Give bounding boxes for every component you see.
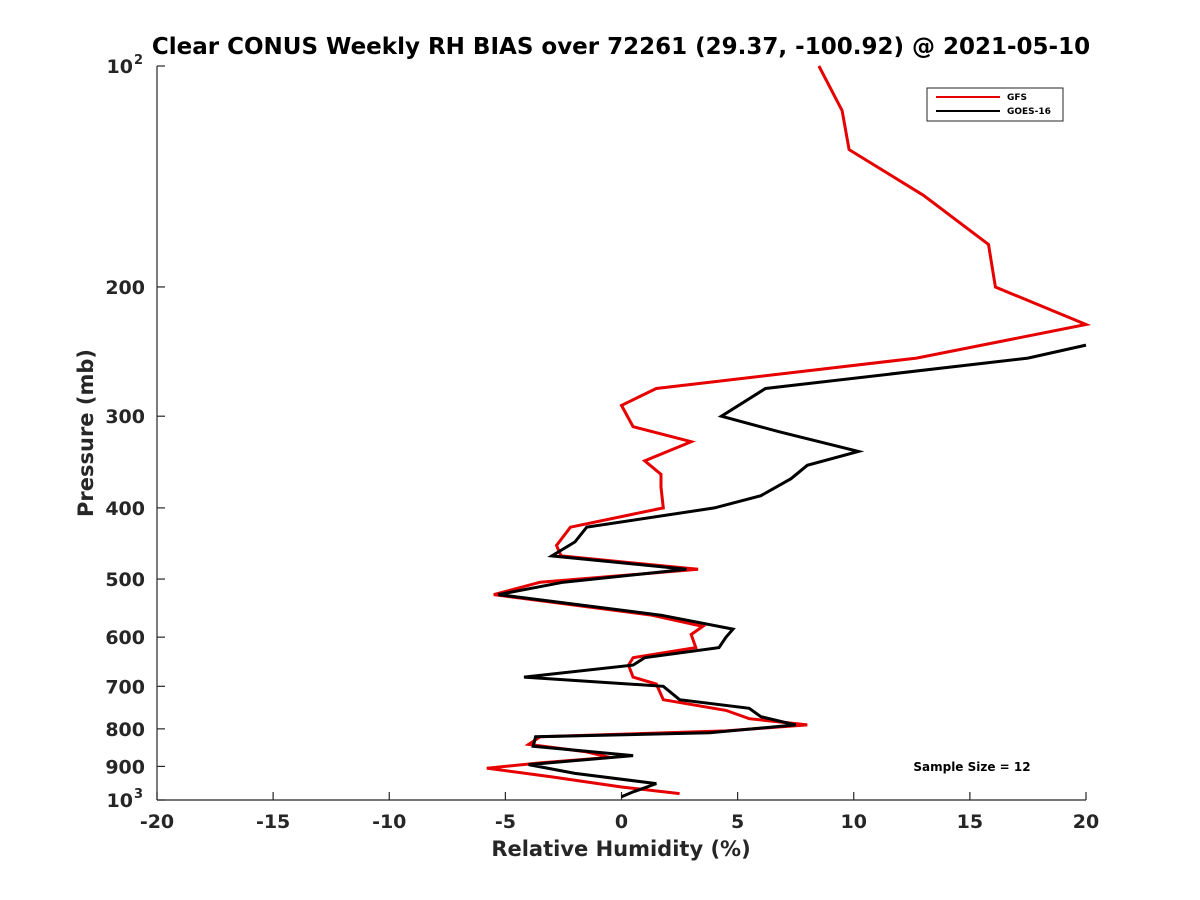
y-tick-label: 200 — [105, 277, 145, 299]
legend-label-goes16: GOES-16 — [1007, 107, 1051, 117]
y-tick-label: 10 — [107, 790, 133, 812]
y-axis-label: Pressure (mb) — [74, 349, 98, 517]
y-tick-label: 600 — [105, 627, 145, 649]
x-tick-label: -5 — [495, 811, 516, 833]
x-axis-ticks: -20 -15 -10 -5 0 5 10 15 20 — [140, 792, 1099, 833]
series-lines — [486, 65, 1092, 799]
y-tick-label: 300 — [105, 406, 145, 428]
legend: GFS GOES-16 — [926, 87, 1064, 122]
y-tick-label: 10 — [107, 56, 133, 78]
x-tick-label: -20 — [140, 811, 174, 833]
sample-size-annotation: Sample Size = 12 — [913, 760, 1030, 774]
x-tick-label: 10 — [841, 811, 867, 833]
x-axis-label: Relative Humidity (%) — [491, 837, 750, 861]
legend-label-gfs: GFS — [1007, 93, 1027, 103]
x-tick-label: 20 — [1073, 811, 1099, 833]
y-tick-exponent: 2 — [134, 53, 143, 68]
y-tick-label: 800 — [105, 719, 145, 741]
y-tick-exponent: 3 — [134, 787, 143, 802]
x-tick-label: 0 — [615, 811, 628, 833]
x-tick-label: 5 — [731, 811, 744, 833]
x-tick-label: -15 — [256, 811, 290, 833]
series-line-gfs — [486, 65, 1092, 796]
y-tick-label: 700 — [105, 676, 145, 698]
x-tick-label: -10 — [372, 811, 406, 833]
chart-title: Clear CONUS Weekly RH BIAS over 72261 (2… — [152, 34, 1090, 60]
x-tick-label: 15 — [957, 811, 983, 833]
legend-box — [926, 87, 1064, 122]
y-tick-label: 500 — [105, 569, 145, 591]
plot-area — [156, 66, 1086, 801]
series-line-goes16 — [498, 343, 1087, 799]
y-tick-label: 400 — [105, 498, 145, 520]
y-tick-label: 900 — [105, 756, 145, 778]
